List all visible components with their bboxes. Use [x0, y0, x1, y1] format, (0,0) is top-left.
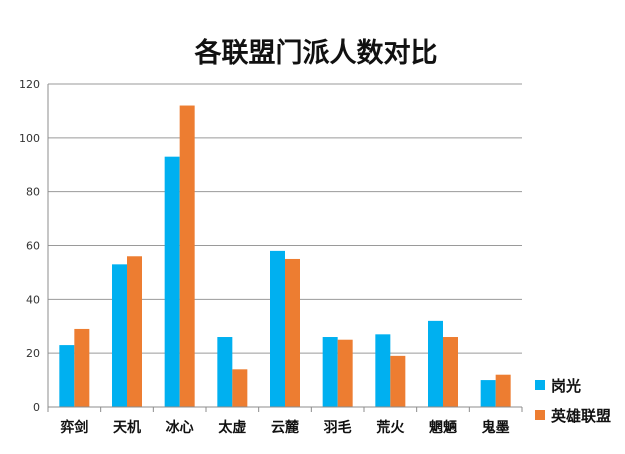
bar-series2 [74, 328, 90, 407]
y-axis-ticks: 0 20 40 60 80 100 120 [19, 78, 40, 414]
bars [59, 105, 511, 408]
y-tick-label: 100 [19, 132, 40, 145]
bar-series2 [495, 374, 511, 407]
bar-series1 [59, 345, 75, 407]
bar-series1 [428, 320, 443, 407]
y-tick-label: 120 [19, 78, 40, 91]
bar-series2 [127, 256, 142, 407]
legend-swatch [535, 410, 545, 420]
axes [47, 84, 523, 412]
bar-series1 [112, 264, 127, 407]
y-tick-label: 80 [26, 186, 40, 199]
legend-swatch [535, 380, 545, 390]
bar-series1 [322, 337, 338, 407]
bar-series2 [390, 355, 406, 407]
bar-series2 [285, 258, 300, 407]
x-tick-label: 魍魉 [429, 419, 457, 436]
x-tick-label: 弈剑 [60, 419, 88, 436]
bar-series2 [337, 339, 353, 407]
x-tick-label: 天机 [113, 419, 141, 436]
bar-series1 [270, 250, 285, 407]
y-tick-label: 60 [26, 240, 40, 253]
bar-series2 [443, 337, 458, 407]
x-tick-label: 冰心 [166, 419, 194, 436]
x-tick-label: 羽毛 [324, 419, 352, 436]
x-tick-label: 太虚 [218, 419, 246, 436]
x-tick-label: 云麓 [271, 419, 300, 436]
bar-series1 [375, 334, 391, 407]
bar-series1 [217, 337, 233, 407]
bar-series1 [164, 156, 180, 407]
y-tick-label: 40 [26, 293, 40, 306]
x-tick-label: 荒火 [375, 419, 405, 436]
bar-series1 [480, 380, 496, 407]
y-tick-label: 0 [33, 401, 40, 414]
x-axis-ticks: 弈剑 天机 冰心 太虚 云麓 羽毛 荒火 魍魉 鬼墨 [60, 419, 509, 436]
chart-title: 各联盟门派人数对比 [194, 37, 438, 69]
legend-label: 岗光 [551, 377, 581, 395]
bar-series2 [232, 369, 248, 407]
y-tick-label: 20 [26, 347, 40, 360]
legend-label: 英雄联盟 [551, 407, 611, 425]
x-tick-label: 鬼墨 [482, 419, 510, 436]
bar-series2 [179, 105, 195, 408]
